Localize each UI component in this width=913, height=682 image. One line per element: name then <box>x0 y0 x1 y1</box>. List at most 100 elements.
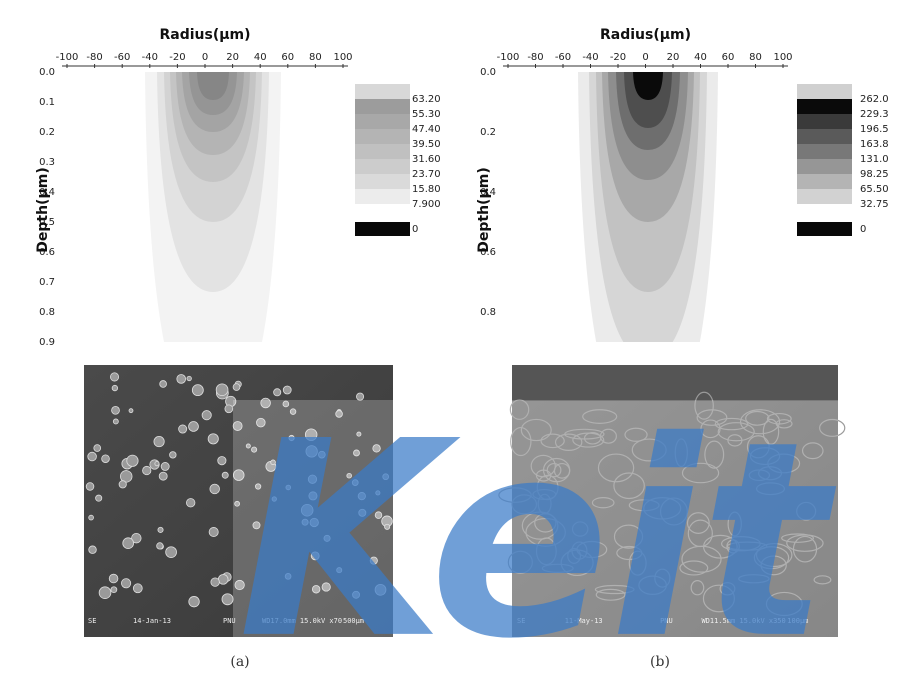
grain <box>719 582 736 596</box>
grain <box>510 426 532 457</box>
particle <box>352 590 360 599</box>
x-tick-label: -100 <box>56 52 79 63</box>
legend-label: 98.25 <box>860 169 889 180</box>
particle <box>234 579 245 591</box>
particle <box>87 451 97 462</box>
contour-band <box>633 72 663 100</box>
sem-info: 100μm <box>787 617 808 625</box>
grain <box>704 440 725 469</box>
x-tick-label: -60 <box>114 52 130 63</box>
particle <box>156 542 164 550</box>
legend-label: 32.75 <box>860 199 889 210</box>
legend-swatch <box>797 114 852 129</box>
sem-info: WD11.5mm 15.0kV x350 <box>701 617 785 625</box>
particle <box>109 372 120 382</box>
grain <box>546 462 562 478</box>
grain <box>767 453 801 474</box>
sem-particles <box>85 372 846 617</box>
legend-label: 196.5 <box>860 124 889 135</box>
grain <box>727 511 742 537</box>
grain <box>755 482 786 496</box>
x-tick-label: 0 <box>202 52 208 63</box>
grain <box>686 512 710 534</box>
particle <box>282 385 292 395</box>
particle <box>234 500 240 507</box>
y-tick-label: 0.7 <box>39 277 55 288</box>
legend-label: 31.60 <box>412 154 441 165</box>
particle <box>289 408 297 415</box>
watermark: Keit <box>238 383 838 678</box>
particle <box>224 404 234 414</box>
particle <box>154 461 160 467</box>
x-tick-label: -40 <box>582 52 598 63</box>
grain <box>760 555 787 576</box>
particle <box>101 454 110 463</box>
particle <box>374 511 383 519</box>
legend-swatch <box>797 99 852 114</box>
legend-swatch <box>797 129 852 144</box>
grain <box>532 488 557 500</box>
particle <box>309 517 319 528</box>
grain <box>801 442 824 460</box>
x-tick-label: 40 <box>694 52 707 63</box>
grain <box>702 534 738 559</box>
particle <box>304 428 318 441</box>
y-tick-label: 0.1 <box>39 97 55 108</box>
particle <box>215 383 229 397</box>
grain <box>597 453 635 483</box>
particle <box>285 484 292 491</box>
particle <box>271 496 277 502</box>
particle <box>95 494 103 502</box>
grain <box>509 399 530 420</box>
particle <box>284 573 292 580</box>
particle <box>221 471 229 479</box>
particle <box>252 521 261 530</box>
grain <box>628 550 647 576</box>
particle <box>201 410 212 421</box>
legend-swatch <box>797 222 852 236</box>
particle <box>108 573 119 584</box>
grain <box>554 433 583 451</box>
watermark-panel <box>233 400 512 637</box>
legend-swatch <box>355 189 410 204</box>
particle <box>232 383 241 391</box>
particle <box>251 446 258 453</box>
y-tick-label: 0.5 <box>39 217 55 228</box>
grain <box>631 438 667 462</box>
x-tick-label: 100 <box>773 52 792 63</box>
x-tick-label: -40 <box>142 52 158 63</box>
particle <box>186 498 196 508</box>
particle <box>121 578 132 589</box>
particle <box>131 532 142 544</box>
legend-swatch <box>355 174 410 189</box>
y-tick-label: 0.4 <box>480 187 496 198</box>
legend-swatch <box>355 99 410 114</box>
legend-label: 63.20 <box>412 94 441 105</box>
grain <box>781 533 815 543</box>
particle <box>188 596 200 608</box>
grain <box>594 584 635 595</box>
legend-swatch <box>797 144 852 159</box>
x-tick-label: -80 <box>86 52 102 63</box>
particle <box>85 482 95 491</box>
y-tick-label: 0.0 <box>39 67 55 78</box>
particle <box>186 375 192 382</box>
x-tick-label: -60 <box>555 52 571 63</box>
legend-label: 47.40 <box>412 124 441 135</box>
particle <box>188 421 199 432</box>
y-tick-label: 0.4 <box>39 187 55 198</box>
particle <box>207 433 219 445</box>
x-tick-label: 20 <box>667 52 680 63</box>
grain <box>687 519 713 548</box>
grain <box>654 568 671 588</box>
contour-plot <box>578 72 718 342</box>
particle <box>111 384 119 392</box>
x-tick-label: 80 <box>309 52 322 63</box>
legend-label: 0 <box>860 224 866 235</box>
legend-swatch <box>355 159 410 174</box>
grain <box>753 546 790 570</box>
grain <box>762 418 780 445</box>
particle <box>310 551 320 561</box>
sem-info: SE <box>88 617 96 625</box>
particle <box>255 483 262 490</box>
